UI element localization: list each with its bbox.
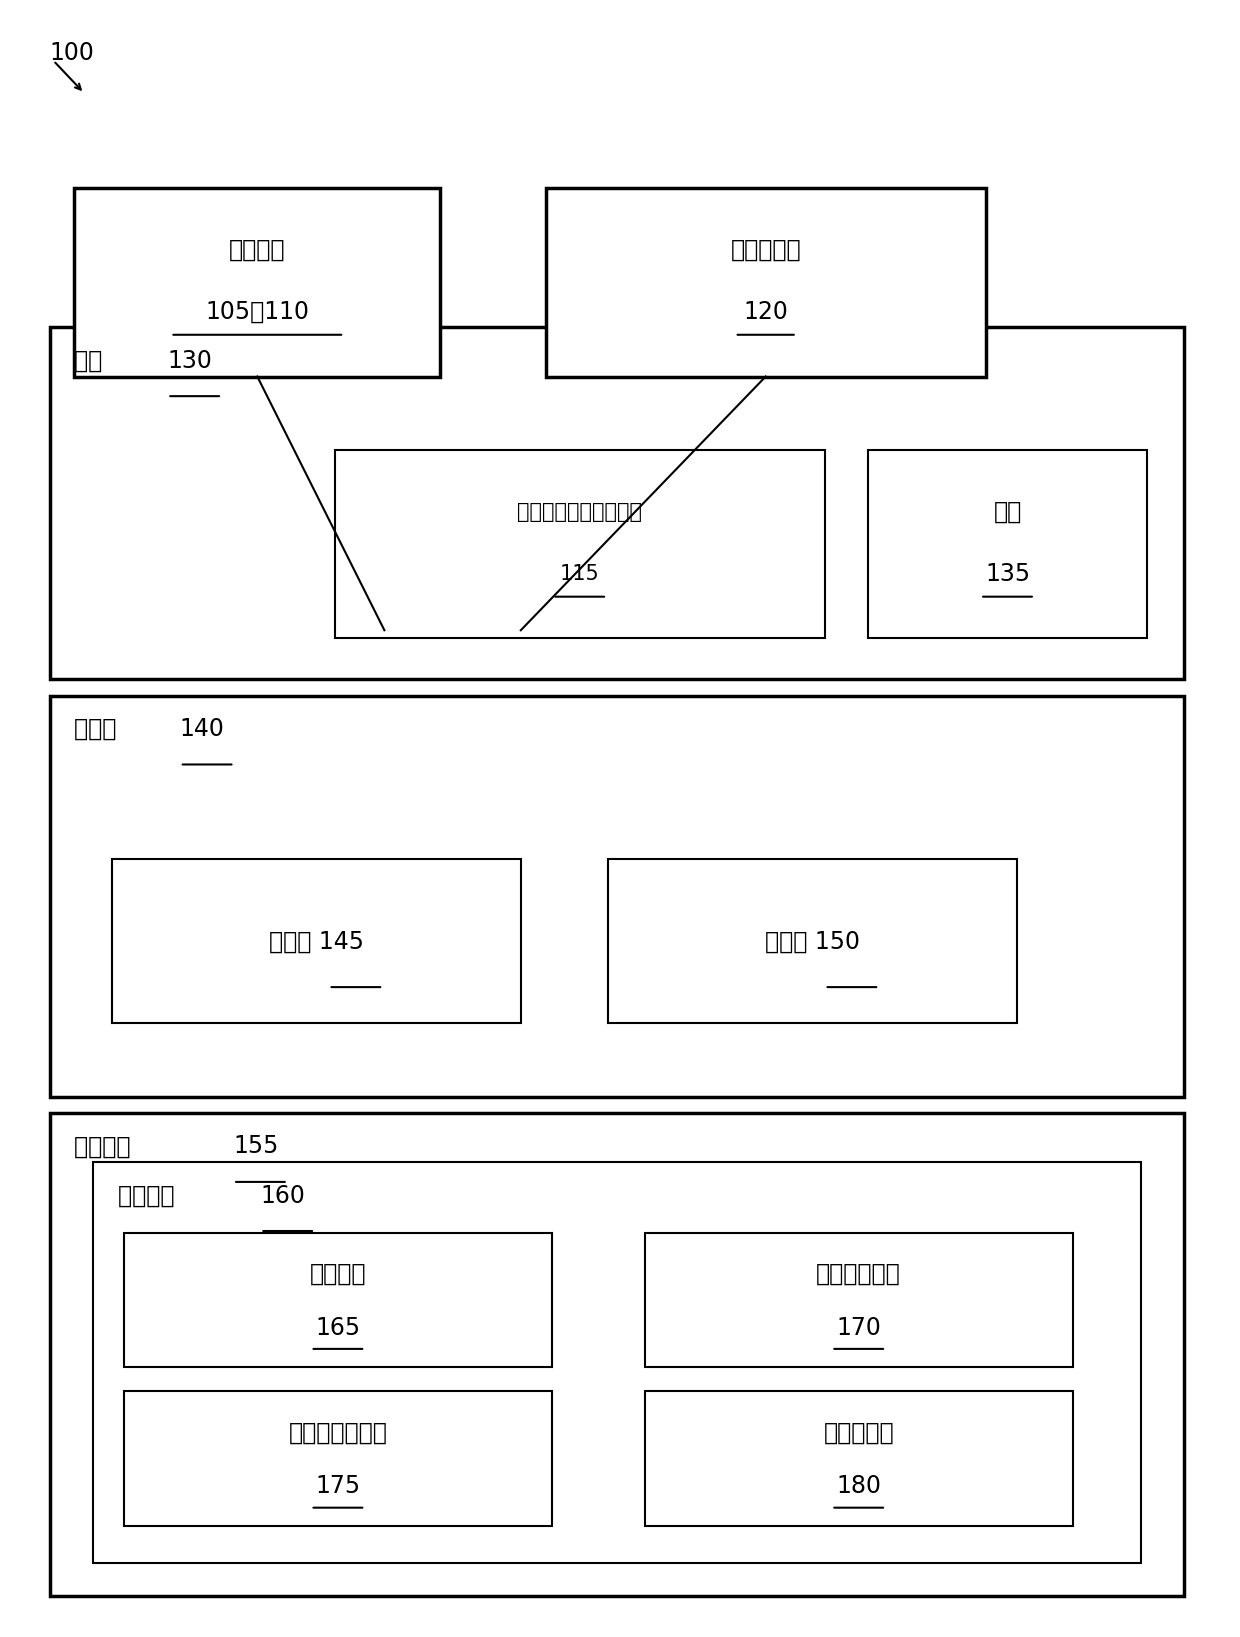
FancyBboxPatch shape [546, 188, 986, 377]
FancyBboxPatch shape [124, 1391, 552, 1526]
Text: 控制器: 控制器 [74, 717, 124, 742]
Text: 135: 135 [985, 561, 1030, 586]
Text: 100: 100 [50, 41, 94, 65]
FancyBboxPatch shape [335, 450, 825, 638]
Text: 红外检测器: 红外检测器 [730, 237, 801, 262]
Text: 140: 140 [180, 717, 224, 742]
FancyBboxPatch shape [50, 1113, 1184, 1596]
FancyBboxPatch shape [50, 327, 1184, 679]
Text: 软件模块: 软件模块 [118, 1184, 182, 1208]
Text: 便携式向量网络分析器: 便携式向量网络分析器 [517, 501, 642, 522]
FancyBboxPatch shape [124, 1233, 552, 1367]
Text: 180: 180 [836, 1475, 882, 1498]
Text: 155: 155 [233, 1134, 279, 1159]
Text: 105和110: 105和110 [206, 300, 309, 324]
Text: 电源: 电源 [993, 499, 1022, 524]
FancyBboxPatch shape [645, 1391, 1073, 1526]
Text: 红外检测器模块: 红外检测器模块 [289, 1421, 387, 1444]
FancyBboxPatch shape [93, 1162, 1141, 1563]
Text: 115: 115 [559, 563, 600, 584]
Text: 壳体: 壳体 [74, 349, 110, 373]
Text: 通信模块: 通信模块 [310, 1262, 366, 1285]
FancyBboxPatch shape [645, 1233, 1073, 1367]
Text: 存储器 150: 存储器 150 [765, 930, 859, 953]
Text: 170: 170 [836, 1316, 882, 1339]
Text: 130: 130 [167, 349, 212, 373]
FancyBboxPatch shape [74, 188, 440, 377]
Text: 微波测量模块: 微波测量模块 [816, 1262, 901, 1285]
Text: 测距仪模块: 测距仪模块 [823, 1421, 894, 1444]
FancyBboxPatch shape [868, 450, 1147, 638]
FancyBboxPatch shape [50, 696, 1184, 1097]
FancyBboxPatch shape [112, 859, 521, 1023]
Text: 175: 175 [315, 1475, 361, 1498]
Text: 存储装置: 存储装置 [74, 1134, 139, 1159]
FancyBboxPatch shape [608, 859, 1017, 1023]
Text: 120: 120 [743, 300, 789, 324]
Text: 处理器 145: 处理器 145 [269, 930, 363, 953]
Text: 160: 160 [260, 1184, 305, 1208]
Text: 165: 165 [315, 1316, 361, 1339]
Text: 喇叭天线: 喇叭天线 [229, 237, 285, 262]
